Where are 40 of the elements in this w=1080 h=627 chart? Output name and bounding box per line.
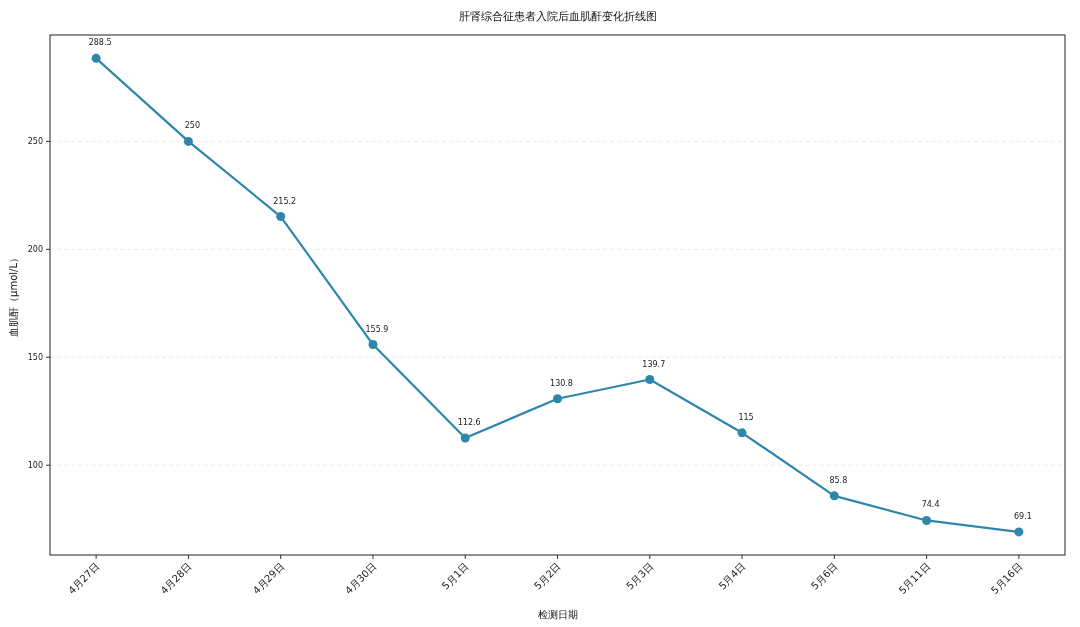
y-tick-label: 250 [27,137,43,147]
point [737,428,747,438]
point [276,212,286,222]
point [829,491,839,501]
x-tick-label: 5月2日 [531,560,563,592]
x-tick-label: 5月11日 [896,560,933,597]
data-label: 74.4 [921,500,940,510]
data-label: 85.8 [829,475,848,485]
data-label: 250 [184,121,201,131]
point [183,136,193,146]
y-tick-label: 100 [27,461,43,471]
y-tick-label: 200 [27,245,43,255]
data-label: 115 [738,412,754,422]
x-tick-label: 5月4日 [716,560,748,592]
point [1014,527,1024,537]
x-tick-label: 5月3日 [624,560,656,592]
y-tick-label: 150 [27,353,43,363]
data-label: 155.9 [365,324,389,334]
point [368,340,378,350]
chart-title: 肝肾综合征患者入院后血肌酐变化折线图 [458,10,657,23]
data-label: 288.5 [88,38,112,48]
point [922,515,932,525]
x-tick-label: 4月27日 [66,560,102,597]
point [460,433,470,443]
point [553,394,562,404]
x-tick-label: 4月30日 [342,560,379,597]
x-tick-label: 5月1日 [439,560,471,592]
x-tick-label: 4月29日 [250,560,287,597]
point [91,53,101,63]
data-label: 139.7 [642,359,666,369]
data-label: 112.6 [457,418,481,428]
x-tick-label: 4月28日 [158,560,194,597]
point [645,375,655,385]
x-tick-label: 5月6日 [808,560,840,592]
x-axis-title: 检测日期 [537,609,578,620]
data-label: 215.2 [273,196,297,206]
data-label: 130.8 [550,378,573,388]
data-label: 69.1 [1013,511,1032,521]
y-axis-title: 血肌酐（μmol/L） [8,253,19,337]
x-tick-label: 5月16日 [988,560,1025,597]
